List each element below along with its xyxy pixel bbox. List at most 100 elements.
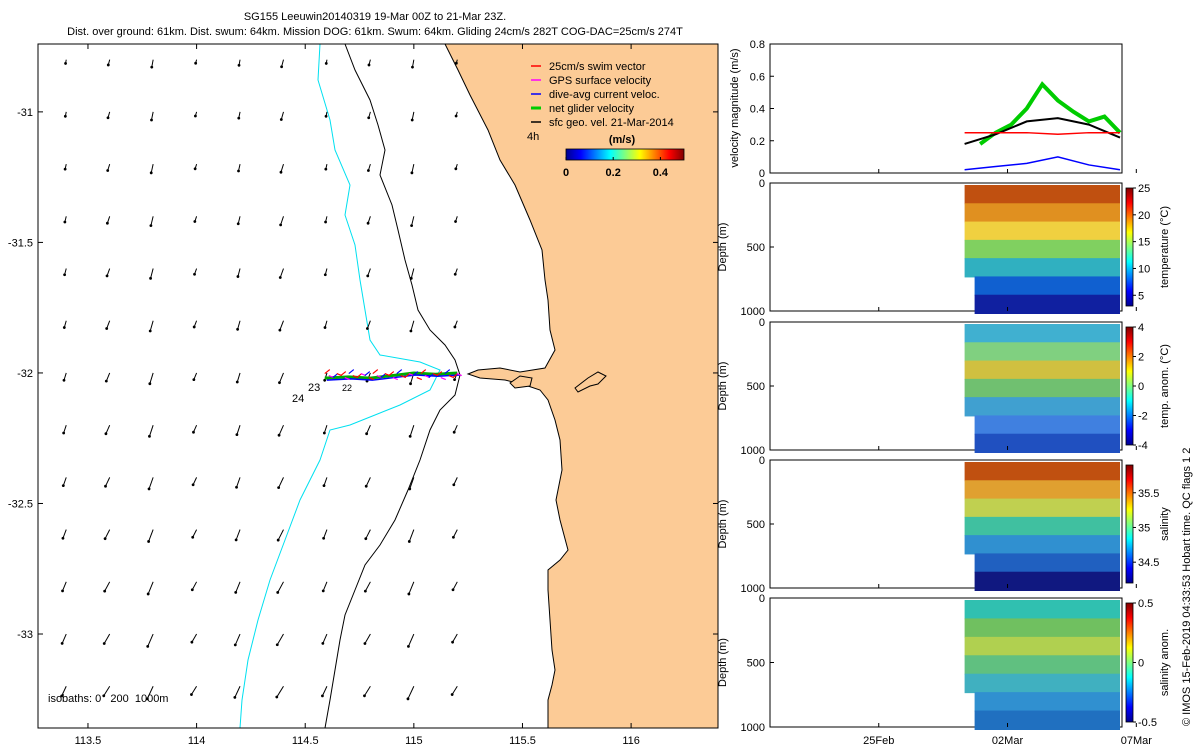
legend-net-velocity: net glider velocity xyxy=(549,103,634,115)
geo-arrow-head xyxy=(451,640,454,644)
geo-arrow-head xyxy=(322,431,326,435)
geo-arrow xyxy=(279,268,284,278)
section-cell xyxy=(974,692,1120,712)
map-colorbar-tick-label: 0.2 xyxy=(606,167,621,179)
geo-arrow-head xyxy=(106,116,110,120)
section-colorbar-label: temperature (°C) xyxy=(1159,206,1171,288)
track-label-23: 23 xyxy=(308,382,320,394)
geo-arrow xyxy=(104,529,111,539)
section-cell xyxy=(974,276,1120,296)
geo-arrow xyxy=(323,529,328,539)
map-x-tick-label: 114 xyxy=(188,735,206,747)
section-cell xyxy=(964,600,1120,620)
section-colorbar-tick-label: 35.5 xyxy=(1138,488,1159,500)
geo-arrow-head xyxy=(146,592,150,596)
geo-arrow xyxy=(191,581,198,590)
section-cell xyxy=(974,433,1120,453)
geo-arrow-head xyxy=(62,378,66,382)
section-y-tick-label: 0 xyxy=(759,178,765,190)
geo-arrow-head xyxy=(64,62,67,65)
geo-arrow-head xyxy=(103,537,107,541)
geo-arrow-head xyxy=(366,274,370,278)
geo-arrow-head xyxy=(322,536,326,540)
geo-arrow xyxy=(408,529,415,542)
map-x-tick-label: 115 xyxy=(405,735,423,747)
geo-arrow xyxy=(150,268,154,279)
velocity-y-tick-label: 0 xyxy=(759,168,765,180)
geo-arrow xyxy=(410,320,415,332)
geo-arrow-head xyxy=(364,484,368,488)
island-1 xyxy=(509,375,533,389)
geo-arrow xyxy=(411,216,415,226)
geo-arrow-head xyxy=(409,382,412,386)
geo-arrow xyxy=(452,529,458,538)
geo-arrow xyxy=(191,685,198,695)
section-colorbar-tick-label: 5 xyxy=(1138,290,1144,302)
track-swim-vectors xyxy=(324,369,462,381)
track-vector xyxy=(324,369,331,375)
section-y-tick-label: 0 xyxy=(759,593,765,605)
colorbar-title: (m/s) xyxy=(609,134,636,146)
geo-arrow xyxy=(276,685,284,698)
geo-arrow-head xyxy=(275,695,279,699)
geo-arrow-head xyxy=(192,325,196,329)
geo-arrow-head xyxy=(237,169,240,173)
track-label-24: 24 xyxy=(292,393,304,405)
geo-arrow-head xyxy=(451,588,455,592)
map-y-tick-label: -32.5 xyxy=(8,498,33,510)
section-colorbar-tick-label: 0 xyxy=(1138,658,1144,670)
geo-arrow-head xyxy=(234,591,238,594)
geo-arrow-head xyxy=(406,697,410,701)
geo-arrow xyxy=(146,686,154,700)
geo-arrow xyxy=(105,477,111,487)
map-y-tick-label: -32 xyxy=(17,368,33,380)
geo-arrow xyxy=(148,425,154,437)
geo-arrow-head xyxy=(275,643,279,647)
geo-arrow-head xyxy=(322,484,326,488)
geo-arrow-head xyxy=(61,484,65,488)
geo-arrow xyxy=(191,633,198,643)
geo-arrow-head xyxy=(453,378,456,381)
velocity-series-25cm-s-swim-vector xyxy=(964,131,1120,136)
legend-dac: dive-avg current veloc. xyxy=(549,89,660,101)
geo-arrow-head xyxy=(145,697,149,701)
geo-arrow xyxy=(321,686,328,697)
section-cell xyxy=(974,553,1120,573)
legend-gps-velocity: GPS surface velocity xyxy=(549,75,652,87)
geo-arrow-head xyxy=(193,167,197,171)
section-cell xyxy=(964,397,1120,417)
map-y-tick-label: -31.5 xyxy=(8,237,33,249)
geo-arrow-head xyxy=(236,222,240,226)
section-cell xyxy=(964,360,1120,380)
geo-arrow-head xyxy=(193,272,196,276)
geo-arrow-head xyxy=(363,589,367,593)
geo-arrow xyxy=(235,529,241,541)
geo-arrow xyxy=(452,633,458,643)
geo-arrow xyxy=(364,633,371,644)
geo-arrow xyxy=(322,633,328,644)
geo-arrow-head xyxy=(102,642,106,645)
geo-arrow-head xyxy=(190,693,193,696)
geo-arrow-head xyxy=(104,432,108,436)
velocity-frame xyxy=(769,43,1123,174)
map-x-tick-label: 116 xyxy=(622,735,640,747)
geo-arrow xyxy=(411,163,415,173)
geo-arrow-head xyxy=(276,591,280,594)
geo-arrow-head xyxy=(454,167,458,171)
geo-arrow xyxy=(148,529,154,542)
geo-arrow-head xyxy=(149,276,152,280)
section-colorbar-tick-label: -0.5 xyxy=(1138,717,1157,729)
geo-arrow-head xyxy=(278,381,281,385)
geo-arrow-head xyxy=(235,380,239,384)
geo-arrow-head xyxy=(367,169,370,172)
track-vector xyxy=(456,373,462,377)
geo-arrow-head xyxy=(410,171,414,175)
geo-arrow-head xyxy=(324,167,328,171)
geo-arrow-head xyxy=(148,329,152,333)
geo-arrow-head xyxy=(411,65,414,69)
geo-arrow-head xyxy=(453,272,457,276)
velocity-y-tick-label: 0.4 xyxy=(750,104,765,116)
track-vector xyxy=(344,377,350,381)
section-colorbar-label: salinity xyxy=(1159,507,1171,541)
section-cell xyxy=(964,342,1120,362)
